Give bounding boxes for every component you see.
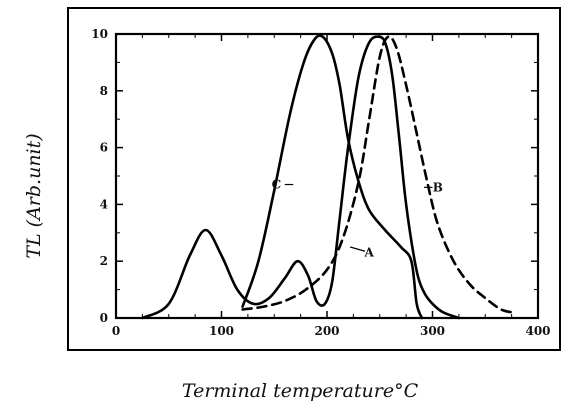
curve-label-b: B xyxy=(433,180,443,194)
y-tick-label-10: 10 xyxy=(91,27,108,41)
x-tick-label-400: 400 xyxy=(525,324,550,338)
y-tick-label-8: 8 xyxy=(100,84,108,98)
x-axis-title: Terminal temperature°C xyxy=(182,380,419,402)
y-tick-label-4: 4 xyxy=(100,197,108,211)
curve-leader-a xyxy=(350,246,366,252)
y-tick-label-2: 2 xyxy=(100,254,108,268)
x-tick-label-100: 100 xyxy=(209,324,234,338)
curve-label-c: C xyxy=(272,178,282,192)
series-line-c xyxy=(241,34,424,320)
plot-frame xyxy=(114,32,540,320)
y-tick-label-0: 0 xyxy=(100,311,108,325)
x-tick-label-0: 0 xyxy=(112,324,120,338)
figure-border xyxy=(67,7,561,351)
curve-label-a: A xyxy=(364,246,375,260)
x-tick-label-200: 200 xyxy=(314,324,339,338)
y-tick-label-6: 6 xyxy=(100,141,108,155)
plot-area: 0 100 200 300 400 0 2 4 6 8 10 A B C xyxy=(91,27,550,338)
series-line-b xyxy=(241,35,513,314)
series-line-a xyxy=(141,35,461,320)
x-tick-label-300: 300 xyxy=(420,324,445,338)
y-axis-title: TL (Arb.unit) xyxy=(23,133,45,258)
